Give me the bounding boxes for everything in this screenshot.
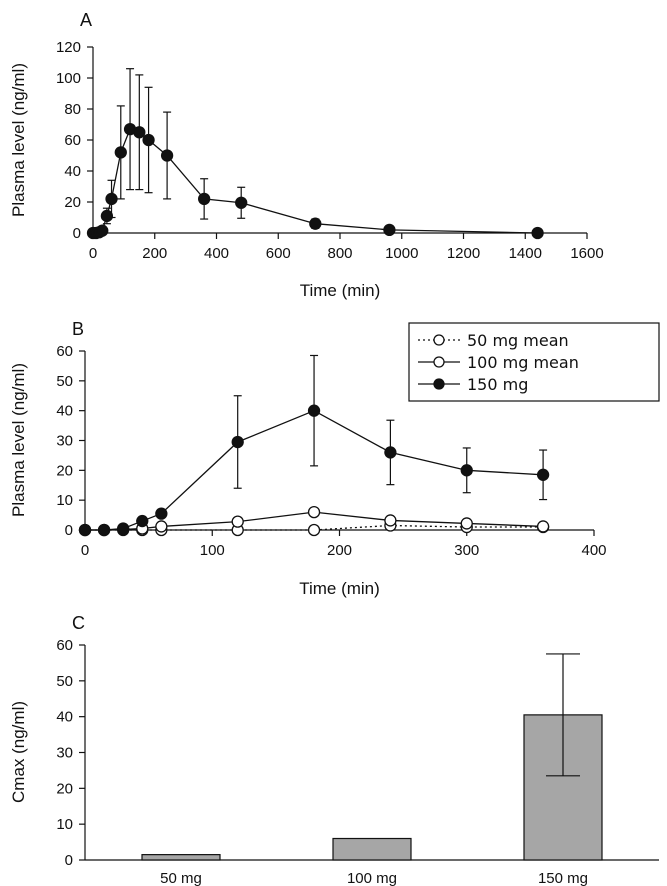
y-tick-label: 0 bbox=[65, 522, 73, 539]
data-point bbox=[78, 523, 92, 537]
legend-marker bbox=[433, 334, 445, 346]
panel-label: A bbox=[80, 10, 92, 30]
data-point bbox=[100, 209, 114, 223]
data-point bbox=[96, 224, 109, 237]
legend-label: 100 mg mean bbox=[467, 353, 579, 372]
data-point bbox=[197, 192, 211, 206]
y-tick-label: 60 bbox=[64, 132, 81, 149]
data-point bbox=[105, 192, 118, 206]
x-axis-label: Time (min) bbox=[299, 579, 380, 598]
y-tick-label: 50 bbox=[56, 373, 73, 390]
x-tick-label: 300 bbox=[454, 542, 479, 559]
y-tick-label: 20 bbox=[56, 462, 73, 479]
y-axis-label: Plasma level (ng/ml) bbox=[9, 63, 28, 217]
x-tick-label: 1600 bbox=[570, 245, 603, 262]
x-tick-label: 600 bbox=[266, 245, 291, 262]
data-point bbox=[309, 217, 322, 230]
data-point bbox=[235, 196, 248, 209]
y-tick-label: 50 bbox=[56, 673, 73, 690]
data-point bbox=[117, 522, 130, 535]
data-point bbox=[97, 523, 111, 537]
x-tick-label: 200 bbox=[142, 245, 167, 262]
x-category-label: 50 mg bbox=[160, 870, 202, 886]
x-tick-label: 1400 bbox=[509, 245, 542, 262]
panel-c: 0 10 20 30 40 50 60 Cmax (ng/ml) C 50 mg 100 mg 150… bbox=[9, 613, 659, 886]
data-point bbox=[231, 515, 244, 528]
bar bbox=[141, 854, 221, 861]
data-point bbox=[460, 464, 473, 477]
x-category-label: 150 mg bbox=[538, 870, 588, 886]
data-point bbox=[536, 468, 550, 481]
y-tick-label: 20 bbox=[64, 194, 81, 211]
data-point bbox=[114, 146, 127, 159]
x-tick-label: 400 bbox=[204, 245, 229, 262]
y-tick-label: 40 bbox=[64, 163, 81, 180]
x-axis-label: Time (min) bbox=[300, 281, 381, 300]
y-tick-label: 100 bbox=[56, 70, 81, 87]
x-tick-label: 0 bbox=[89, 245, 97, 262]
x-tick-label: 100 bbox=[200, 542, 225, 559]
y-tick-label: 120 bbox=[56, 39, 81, 56]
legend-marker bbox=[433, 378, 445, 390]
y-tick-label: 20 bbox=[56, 780, 73, 797]
x-tick-label: 1000 bbox=[385, 245, 418, 262]
data-point bbox=[155, 520, 168, 533]
series-line bbox=[85, 409, 544, 531]
x-tick-label: 200 bbox=[327, 542, 352, 559]
data-point bbox=[155, 507, 168, 520]
data-point bbox=[133, 126, 146, 139]
x-category-label: 100 mg bbox=[347, 870, 397, 886]
y-axis-label: Plasma level (ng/ml) bbox=[9, 363, 28, 517]
legend-label: 150 mg bbox=[467, 375, 528, 394]
panel-label: B bbox=[72, 319, 84, 339]
x-tick-label: 1200 bbox=[447, 245, 480, 262]
legend: 50 mg mean 100 mg mean 150 mg bbox=[408, 322, 660, 402]
y-tick-label: 40 bbox=[56, 709, 73, 726]
panel-b: 0 10 20 30 40 50 60 0 100 200 300 400 Time (min) Plas… bbox=[9, 319, 660, 598]
data-point bbox=[384, 514, 397, 527]
data-point bbox=[531, 226, 544, 240]
y-tick-label: 60 bbox=[56, 637, 73, 654]
x-tick-label: 800 bbox=[327, 245, 352, 262]
y-tick-label: 80 bbox=[64, 101, 81, 118]
y-tick-label: 40 bbox=[56, 403, 73, 420]
y-tick-label: 0 bbox=[73, 225, 81, 242]
y-tick-label: 30 bbox=[56, 433, 73, 450]
x-tick-label: 0 bbox=[81, 542, 89, 559]
y-axis-label: Cmax (ng/ml) bbox=[9, 701, 28, 803]
data-point bbox=[160, 149, 174, 162]
bar bbox=[332, 837, 412, 861]
x-tick-label: 400 bbox=[581, 542, 606, 559]
y-tick-label: 10 bbox=[56, 492, 73, 509]
y-tick-label: 60 bbox=[56, 343, 73, 360]
data-point bbox=[307, 523, 321, 537]
data-point bbox=[136, 514, 149, 528]
data-point bbox=[307, 404, 321, 417]
data-point bbox=[142, 133, 155, 147]
y-tick-label: 30 bbox=[56, 745, 73, 762]
y-tick-label: 0 bbox=[65, 852, 73, 869]
data-point bbox=[231, 435, 244, 449]
data-point bbox=[536, 520, 550, 533]
legend-marker bbox=[433, 356, 445, 368]
series-line bbox=[93, 128, 538, 234]
data-point bbox=[307, 505, 321, 519]
panel-label: C bbox=[72, 613, 85, 633]
data-point bbox=[383, 223, 396, 237]
y-tick-label: 10 bbox=[56, 816, 73, 833]
data-point bbox=[460, 517, 473, 530]
legend-label: 50 mg mean bbox=[467, 331, 569, 350]
data-point bbox=[384, 446, 397, 459]
